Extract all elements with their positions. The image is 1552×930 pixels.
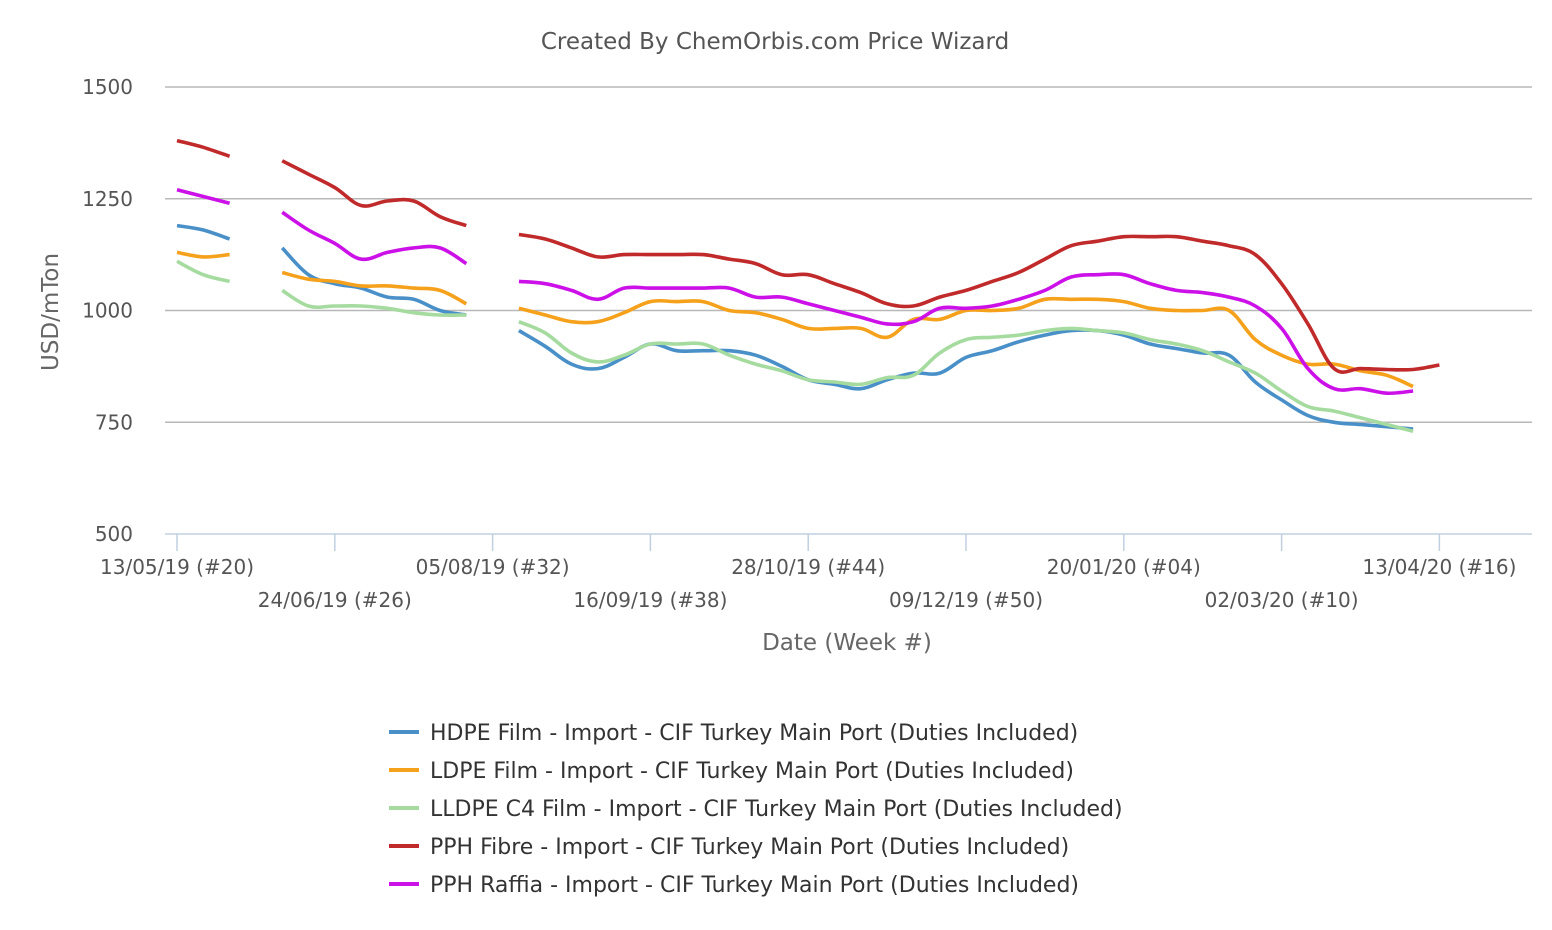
x-axis-title: Date (Week #) bbox=[762, 630, 932, 656]
y-axis-ticks: 500 750 1000 1250 1500 bbox=[82, 75, 133, 546]
x-tick-label: 16/09/19 (#38) bbox=[573, 588, 727, 612]
x-tick-label: 13/05/19 (#20) bbox=[100, 555, 254, 579]
legend-label: LDPE Film - Import - CIF Turkey Main Por… bbox=[430, 759, 1074, 784]
series-line-3 bbox=[176, 259, 1414, 433]
chart-title: Created By ChemOrbis.com Price Wizard bbox=[541, 29, 1009, 55]
x-tick-label: 28/10/19 (#44) bbox=[731, 555, 885, 579]
x-tick-label: 05/08/19 (#32) bbox=[416, 555, 570, 579]
legend-label: LLDPE C4 Film - Import - CIF Turkey Main… bbox=[430, 797, 1123, 822]
grid-lines bbox=[165, 86, 1532, 423]
series-line-1 bbox=[176, 223, 1414, 431]
y-tick-label: 1000 bbox=[82, 299, 133, 323]
y-tick-label: 500 bbox=[95, 522, 133, 546]
x-tick-label: 13/04/20 (#16) bbox=[1362, 555, 1516, 579]
series-line-4 bbox=[176, 138, 1440, 374]
x-tick-label: 20/01/20 (#04) bbox=[1047, 555, 1201, 579]
y-tick-label: 750 bbox=[95, 410, 133, 434]
y-tick-label: 1500 bbox=[82, 75, 133, 99]
legend-label: PPH Raffia - Import - CIF Turkey Main Po… bbox=[430, 873, 1079, 898]
x-axis: 13/05/19 (#20)24/06/19 (#26)05/08/19 (#3… bbox=[100, 533, 1532, 612]
legend-label: PPH Fibre - Import - CIF Turkey Main Por… bbox=[430, 835, 1069, 860]
legend-label: HDPE Film - Import - CIF Turkey Main Por… bbox=[430, 721, 1078, 746]
x-tick-label: 02/03/20 (#10) bbox=[1205, 588, 1359, 612]
x-tick-label: 24/06/19 (#26) bbox=[258, 588, 412, 612]
legend: HDPE Film - Import - CIF Turkey Main Por… bbox=[389, 721, 1123, 898]
series-line-2 bbox=[176, 250, 1414, 389]
series-lines bbox=[176, 138, 1440, 433]
series-line-5 bbox=[176, 188, 1414, 396]
x-tick-label: 09/12/19 (#50) bbox=[889, 588, 1043, 612]
y-axis-title: USD/mTon bbox=[38, 253, 64, 371]
y-tick-label: 1250 bbox=[82, 187, 133, 211]
